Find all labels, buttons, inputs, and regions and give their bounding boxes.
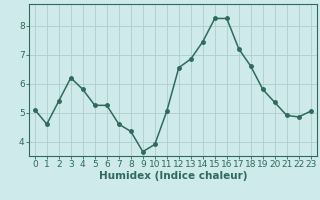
X-axis label: Humidex (Indice chaleur): Humidex (Indice chaleur) [99, 171, 247, 181]
